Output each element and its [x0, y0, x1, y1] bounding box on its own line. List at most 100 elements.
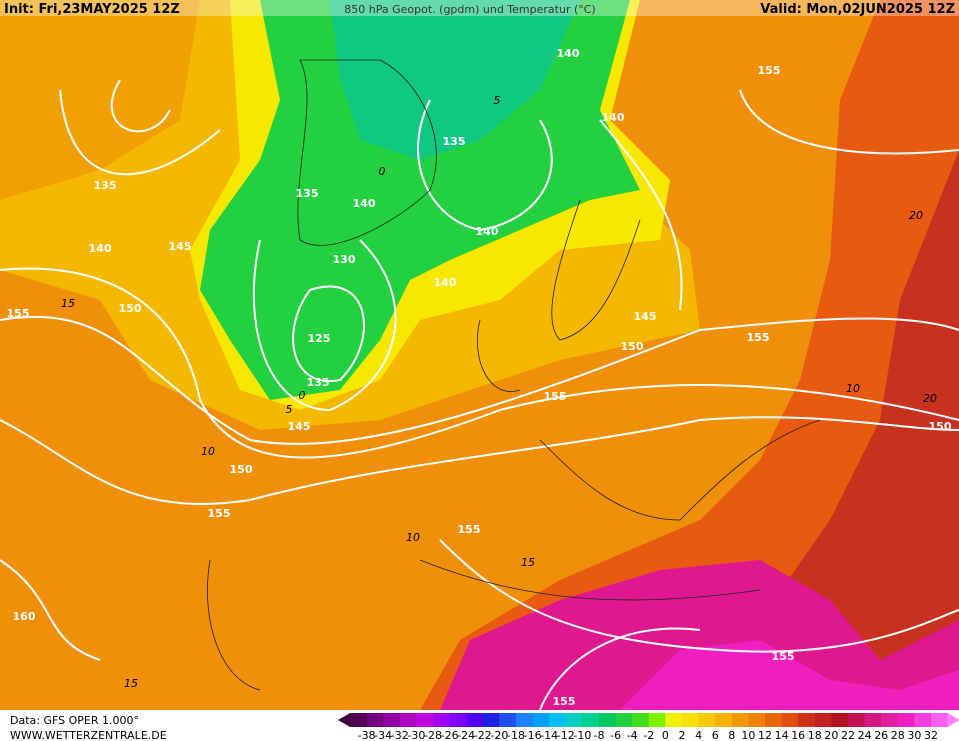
- geopotential-label: 140: [476, 225, 499, 238]
- geopotential-label: 135: [94, 179, 117, 192]
- cold-core: [330, 0, 580, 160]
- colorbar-label: -26: [441, 729, 459, 741]
- valid-time: Valid: Mon,02JUN2025 12Z: [760, 2, 955, 17]
- geopotential-label: 135: [443, 135, 466, 148]
- colorbar-swatch: [848, 713, 866, 727]
- geopotential-label: 155: [458, 523, 481, 536]
- hot-zone: [700, 150, 959, 710]
- colorbar-label: 32: [924, 729, 938, 741]
- very-hot-zone: [440, 560, 959, 710]
- geopotential-label: 145: [288, 420, 311, 433]
- colorbar-swatch: [499, 713, 517, 727]
- colorbar-label: 28: [891, 729, 905, 741]
- colorbar-label: -18: [507, 729, 525, 741]
- cold-zone: [200, 0, 640, 400]
- colorbar-swatch: [416, 713, 434, 727]
- colorbar-swatch: [582, 713, 600, 727]
- colorbar-swatch: [914, 713, 932, 727]
- colorbar-label: 30: [907, 729, 921, 741]
- temperature-label: 20: [909, 209, 923, 222]
- colorbar-swatch: [682, 713, 700, 727]
- colorbar-label: -28: [424, 729, 442, 741]
- geopotential-label: 145: [169, 240, 192, 253]
- temperature-label: 10: [846, 382, 860, 395]
- temperature-label: 0: [379, 165, 386, 178]
- geopotential-label: 155: [747, 331, 770, 344]
- colorbar-label: -24: [457, 729, 475, 741]
- header-band: [0, 0, 959, 16]
- geopotential-contours: [0, 79, 959, 711]
- geopotential-label: 155: [758, 64, 781, 77]
- colorbar-swatch: [798, 713, 816, 727]
- colorbar-swatch: [831, 713, 849, 727]
- colorbar-label: -12: [557, 729, 575, 741]
- data-source: Data: GFS OPER 1.000°: [10, 714, 139, 727]
- geopotential-label: 155: [772, 650, 795, 663]
- geopotential-label: 150: [621, 340, 644, 353]
- colorbar-label: -16: [524, 729, 542, 741]
- colorbar-label: 6: [712, 729, 719, 741]
- geopotential-label: 140: [89, 242, 112, 255]
- colorbar-swatch: [366, 713, 384, 727]
- colorbar-swatch: [881, 713, 899, 727]
- temperature-label: 20: [923, 392, 937, 405]
- temperature-label: 5: [494, 94, 501, 107]
- colorbar-swatch: [897, 713, 915, 727]
- colorbar-label: 24: [858, 729, 872, 741]
- colorbar-swatch: [814, 713, 832, 727]
- colorbar-label: 16: [791, 729, 805, 741]
- colorbar-label: -38: [358, 729, 376, 741]
- colorbar-label: -32: [391, 729, 409, 741]
- colorbar-label: 4: [695, 729, 702, 741]
- colorbar-swatch: [565, 713, 583, 727]
- colorbar-swatch: [449, 713, 467, 727]
- colorbar-swatch: [864, 713, 882, 727]
- geopotential-label: 150: [230, 463, 253, 476]
- colorbar-swatch: [665, 713, 683, 727]
- colorbar-swatch: [482, 713, 500, 727]
- colorbar-swatch: [383, 713, 401, 727]
- geopotential-label: 150: [119, 302, 142, 315]
- colorbar-label: -10: [573, 729, 591, 741]
- colorbar-arrow: [947, 713, 959, 727]
- colorbar-label: 10: [741, 729, 755, 741]
- colorbar-arrow: [338, 713, 350, 727]
- colorbar-swatch: [715, 713, 733, 727]
- temperature-label: 10: [406, 531, 420, 544]
- colorbar-swatch: [698, 713, 716, 727]
- colorbar-label: 8: [728, 729, 735, 741]
- colorbar-swatch: [632, 713, 650, 727]
- colorbar-swatch: [549, 713, 567, 727]
- colorbar-label: -34: [374, 729, 392, 741]
- colorbar-swatch: [781, 713, 799, 727]
- site: WWW.WETTERZENTRALE.DE: [10, 729, 167, 741]
- colorbar-swatch: [350, 713, 368, 727]
- temperature-label: 15: [521, 556, 535, 569]
- colorbar-swatch: [931, 713, 949, 727]
- colorbar-label: -4: [627, 729, 638, 741]
- geopotential-label: 130: [333, 253, 356, 266]
- geopotential-label: 155: [553, 695, 576, 708]
- colorbar-label: 14: [775, 729, 789, 741]
- colorbar-label: -30: [407, 729, 425, 741]
- geopotential-label: 140: [602, 111, 625, 124]
- temperature-label: 15: [124, 677, 138, 690]
- geopotential-label: 140: [353, 197, 376, 210]
- colorbar-label: -6: [610, 729, 621, 741]
- geopotential-label: 155: [208, 507, 231, 520]
- colorbar-swatch: [648, 713, 666, 727]
- colorbar-swatch: [399, 713, 417, 727]
- geopotential-label: 135: [296, 187, 319, 200]
- colorbar-swatch: [599, 713, 617, 727]
- colorbar-label: 12: [758, 729, 772, 741]
- colorbar-label: 2: [679, 729, 686, 741]
- coastlines: [207, 59, 821, 691]
- colorbar-swatch: [516, 713, 534, 727]
- geopotential-label: 140: [557, 47, 580, 60]
- geopotential-label: 160: [13, 610, 36, 623]
- geopotential-label: 140: [434, 276, 457, 289]
- temperature-label: 5: [286, 403, 293, 416]
- colorbar-swatch: [765, 713, 783, 727]
